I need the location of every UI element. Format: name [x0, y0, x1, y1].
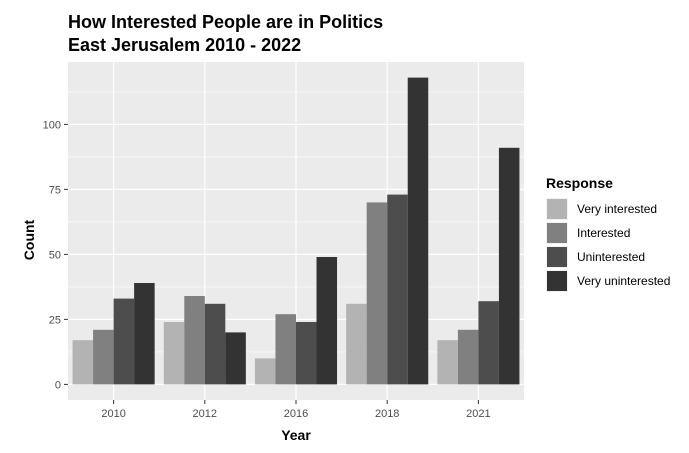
legend-key-swatch	[547, 199, 567, 219]
bar	[387, 194, 408, 385]
bar	[204, 303, 226, 385]
bar	[407, 77, 429, 385]
y-tick-label: 50	[49, 249, 61, 261]
bar	[93, 329, 114, 385]
chart-title-line2: East Jerusalem 2010 - 2022	[68, 35, 301, 55]
y-tick-label: 0	[55, 379, 61, 391]
legend-item-label: Interested	[577, 226, 630, 240]
bar	[275, 314, 296, 385]
bars	[72, 77, 520, 385]
legend-key-swatch	[547, 271, 567, 291]
bar	[225, 332, 246, 385]
x-axis: 2010 2012 2016 2018 2021	[101, 400, 491, 420]
bar	[346, 303, 367, 385]
chart-title-line1: How Interested People are in Politics	[68, 12, 383, 32]
legend-key-swatch	[547, 247, 567, 267]
legend-title: Response	[546, 175, 613, 191]
bar	[478, 301, 499, 385]
bar	[498, 147, 520, 385]
x-tick-label: 2016	[284, 408, 308, 420]
bar	[457, 329, 479, 385]
y-tick-label: 100	[43, 119, 61, 131]
bar	[113, 298, 135, 385]
x-tick-label: 2018	[375, 408, 399, 420]
y-axis-title: Count	[21, 219, 37, 260]
x-tick-label: 2012	[193, 408, 217, 420]
y-tick-label: 75	[49, 184, 61, 196]
legend-item-label: Very interested	[577, 202, 657, 216]
x-axis-title: Year	[281, 427, 311, 443]
y-axis: 0 25 50 75 100	[43, 119, 68, 391]
bar	[366, 202, 388, 385]
bar	[134, 283, 155, 385]
legend-item-label: Uninterested	[577, 250, 645, 264]
legend-item-label: Very uninterested	[577, 274, 670, 288]
bar	[163, 322, 185, 385]
legend-key-swatch	[547, 223, 567, 243]
y-tick-label: 25	[49, 314, 61, 326]
bar	[254, 358, 276, 385]
bar	[296, 322, 317, 385]
bar	[316, 257, 338, 385]
bar	[437, 340, 458, 385]
bar	[72, 340, 94, 385]
x-tick-label: 2010	[101, 408, 125, 420]
bar	[184, 296, 205, 385]
legend: Very interested Interested Uninterested Ver…	[546, 198, 670, 292]
x-tick-label: 2021	[466, 408, 490, 420]
